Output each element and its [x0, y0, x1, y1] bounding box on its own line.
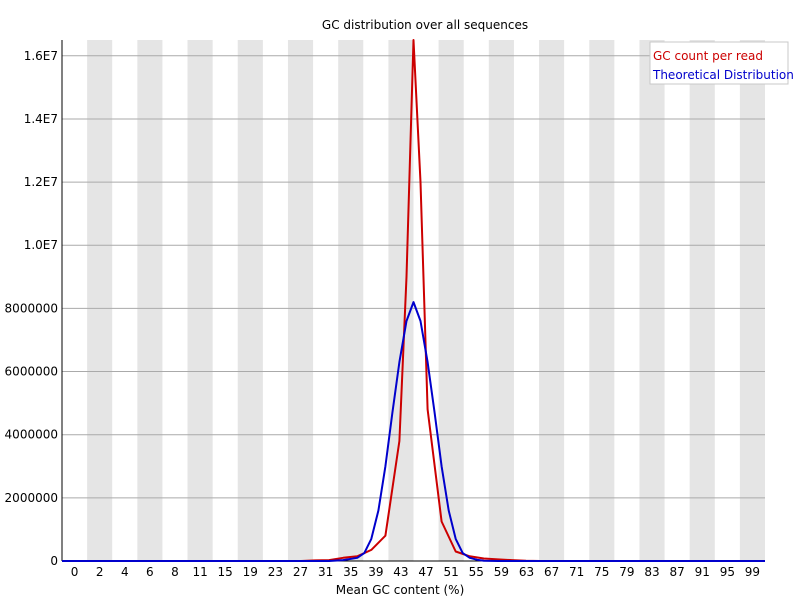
x-axis-label: Mean GC content (%): [336, 583, 465, 597]
y-tick-label: 1.0E7: [24, 238, 58, 252]
series-gc-count-line: [62, 39, 765, 562]
background-band: [639, 40, 665, 561]
background-band: [137, 40, 163, 561]
x-tick-label: 91: [695, 565, 710, 579]
background-band: [438, 40, 464, 561]
y-tick-label: 4000000: [5, 428, 58, 442]
legend-box: [649, 41, 789, 85]
x-tick-label: 39: [368, 565, 383, 579]
x-tick-label: 0: [71, 565, 79, 579]
x-tick-label: 59: [494, 565, 509, 579]
background-band: [589, 40, 615, 561]
background-band: [87, 40, 113, 561]
x-tick-label: 75: [594, 565, 609, 579]
x-tick-label: 63: [519, 565, 534, 579]
chart-title: GC distribution over all sequences: [322, 18, 528, 32]
y-tick-label: 1.6E7: [24, 49, 58, 63]
x-tick-label: 8: [171, 565, 179, 579]
x-tick-label: 51: [444, 565, 459, 579]
x-tick-label: 27: [293, 565, 308, 579]
background-band: [237, 40, 263, 561]
background-band: [388, 40, 414, 561]
y-tick-label: 1.4E7: [24, 112, 58, 126]
x-tick-label: 71: [569, 565, 584, 579]
x-tick-label: 99: [745, 565, 760, 579]
background-band: [488, 40, 514, 561]
x-tick-label: 19: [243, 565, 258, 579]
series-theoretical-line: [62, 301, 765, 562]
background-band: [689, 40, 715, 561]
x-tick-label: 79: [619, 565, 634, 579]
background-band: [739, 40, 765, 561]
y-tick-label: 2000000: [5, 491, 58, 505]
legend-gc-count: GC count per read: [653, 49, 763, 63]
series-lines: [62, 39, 765, 562]
y-axis-tick-labels: 0 2000000 4000000 6000000 8000000 1.0E7 1.2E7 1…: [5, 49, 58, 568]
x-tick-label: 43: [393, 565, 408, 579]
x-tick-label: 95: [720, 565, 735, 579]
legend-theoretical: Theoretical Distribution: [652, 68, 794, 82]
y-tick-label: 1.2E7: [24, 175, 58, 189]
x-tick-label: 2: [96, 565, 104, 579]
background-band: [539, 40, 565, 561]
alternating-background-bands: [87, 40, 765, 561]
x-tick-label: 11: [192, 565, 207, 579]
y-tick-label: 0: [50, 554, 58, 568]
horizontal-gridlines: [62, 55, 765, 499]
y-tick-label: 6000000: [5, 365, 58, 379]
x-axis-tick-labels: 0 2 4 6 8 11 15 19 23 27 31 35 39 43 47 51 55 59 63 67 71 75 7…: [71, 565, 760, 579]
x-tick-label: 83: [644, 565, 659, 579]
x-tick-label: 15: [218, 565, 233, 579]
y-tick-label: 8000000: [5, 301, 58, 315]
x-tick-label: 31: [318, 565, 333, 579]
legend: GC count per read Theoretical Distributi…: [649, 41, 794, 85]
x-tick-label: 6: [146, 565, 154, 579]
x-tick-label: 87: [669, 565, 684, 579]
x-tick-label: 35: [343, 565, 358, 579]
x-tick-label: 55: [469, 565, 484, 579]
background-band: [338, 40, 364, 561]
background-band: [287, 40, 314, 561]
x-tick-label: 4: [121, 565, 129, 579]
background-band: [187, 40, 213, 561]
x-tick-label: 67: [544, 565, 559, 579]
x-tick-label: 23: [268, 565, 283, 579]
x-tick-label: 47: [418, 565, 433, 579]
